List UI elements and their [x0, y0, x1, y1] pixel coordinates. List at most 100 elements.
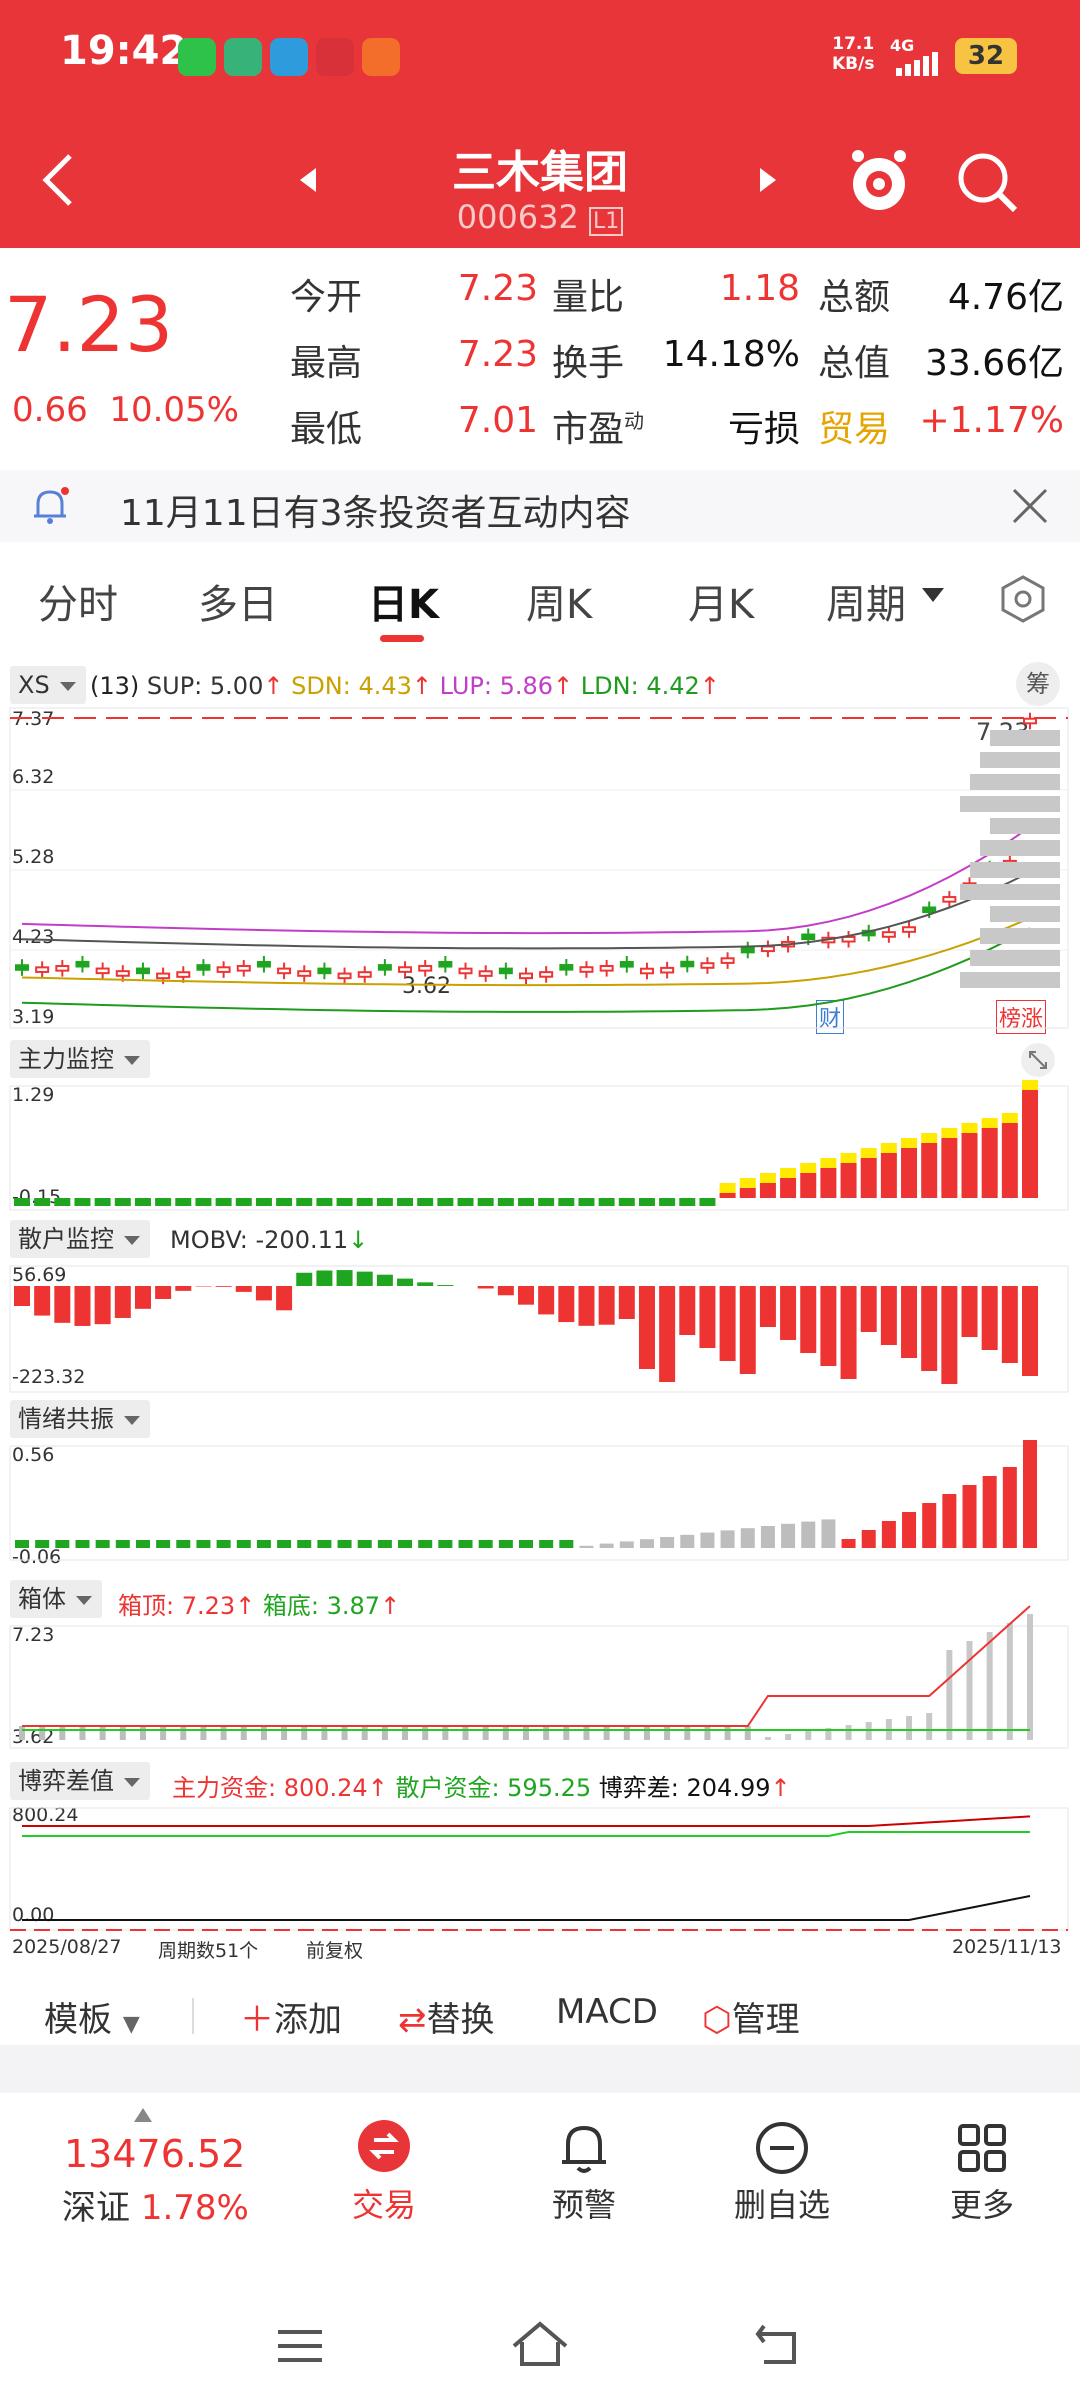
p1-cap	[860, 1148, 877, 1158]
p2-bar	[780, 1286, 797, 1340]
nav-trade[interactable]: 交易	[351, 2186, 416, 2224]
close-icon[interactable]	[1010, 486, 1050, 526]
add-button[interactable]: ＋添加	[240, 2000, 342, 2040]
macd-button[interactable]: MACD	[556, 1992, 658, 2032]
tab-intraday[interactable]: 分时	[38, 582, 118, 628]
tab-weekly-k[interactable]: 周K	[526, 582, 593, 628]
p3-bar	[559, 1540, 574, 1548]
trade-icon[interactable]	[358, 2120, 410, 2172]
p1-bar	[659, 1198, 676, 1206]
home-icon[interactable]	[510, 2320, 570, 2370]
p3-bar	[660, 1537, 675, 1548]
p4-bar	[543, 1726, 550, 1740]
nav-more[interactable]: 更多	[949, 2186, 1014, 2224]
y-tick: -223.32	[12, 1366, 86, 1388]
p4-bar	[361, 1726, 368, 1740]
candle-body	[216, 966, 231, 973]
candle-body	[579, 966, 594, 973]
active-tab-indicator	[380, 635, 424, 642]
p3-bar	[639, 1539, 654, 1548]
p3-bar	[700, 1532, 715, 1548]
manage-button[interactable]: ⬡管理	[702, 2000, 800, 2040]
bell-icon[interactable]	[554, 2118, 614, 2178]
main-fund-line	[22, 1815, 1031, 1827]
back-nav-icon[interactable]	[754, 2322, 804, 2368]
remove-icon[interactable]	[752, 2118, 812, 2178]
tab-monthly-k[interactable]: 月K	[688, 582, 755, 628]
p4-bar	[664, 1726, 671, 1740]
p2-bar	[1022, 1286, 1038, 1376]
p3-bar	[740, 1528, 755, 1548]
p4-bar	[180, 1726, 187, 1740]
next-stock-icon[interactable]	[758, 166, 778, 194]
p3-bar	[297, 1540, 312, 1548]
tab-period[interactable]: 周期	[826, 582, 906, 628]
candle-body	[95, 967, 110, 975]
p4-bar	[59, 1726, 66, 1740]
sentiment-selector[interactable]: 情绪共振	[10, 1400, 150, 1438]
p1-bar	[114, 1198, 131, 1206]
template-button[interactable]: 模板 ▼	[44, 2000, 140, 2040]
p3-bar	[881, 1521, 896, 1548]
p3-bar	[236, 1540, 251, 1548]
industry-change[interactable]: +1.17%	[919, 400, 1064, 441]
p2-bar	[497, 1286, 514, 1296]
p2-bar	[618, 1286, 635, 1320]
p2-bar	[155, 1286, 172, 1299]
y-tick: 1.29	[12, 1084, 55, 1106]
p2-bar	[820, 1286, 837, 1366]
assistant-icon[interactable]	[846, 146, 912, 216]
bell-notice-icon	[34, 487, 69, 524]
index-value[interactable]: 13476.52	[64, 2132, 246, 2176]
telegram-icon	[270, 38, 308, 76]
nav-alert[interactable]: 预警	[551, 2186, 616, 2224]
chip-bar	[960, 884, 1060, 900]
retail-selector[interactable]: 散户监控	[10, 1220, 150, 1258]
chevron-up-icon[interactable]	[134, 2108, 152, 2122]
grid-icon[interactable]	[952, 2118, 1012, 2178]
settings-hex-icon[interactable]	[998, 574, 1048, 624]
nav-remove-watchlist[interactable]: 删自选	[733, 2186, 830, 2224]
back-icon[interactable]	[40, 152, 76, 208]
open-value: 7.23	[457, 268, 538, 309]
chip-bar	[970, 862, 1060, 878]
p1-bar	[457, 1198, 474, 1206]
chip-distribution-button[interactable]: 筹	[1016, 662, 1060, 706]
p4-bar	[623, 1726, 630, 1740]
pe-label: 市盈动	[552, 409, 645, 450]
p1-bar	[941, 1138, 958, 1198]
adjust-mode[interactable]: 前复权	[306, 1940, 364, 1962]
candle-body	[539, 971, 554, 978]
p3-bar	[962, 1485, 977, 1548]
p3-bar	[216, 1540, 231, 1548]
search-icon[interactable]	[955, 150, 1021, 216]
main-indicator-selector[interactable]: XS	[10, 666, 86, 704]
tab-daily-k[interactable]: 日K	[368, 582, 439, 628]
menu-icon[interactable]	[276, 2326, 324, 2366]
p1-bar	[134, 1198, 151, 1206]
p2-bar	[719, 1286, 736, 1361]
replace-button[interactable]: ⇄替换	[398, 2000, 495, 2040]
chip-bar	[970, 950, 1060, 966]
tab-multiday[interactable]: 多日	[198, 582, 278, 628]
box-selector[interactable]: 箱体	[10, 1580, 102, 1618]
expand-icon[interactable]	[1020, 1042, 1056, 1078]
p3-bar	[579, 1545, 594, 1548]
period-count: 周期数51个	[158, 1940, 259, 1962]
candle-body	[801, 933, 816, 941]
finance-tag[interactable]: 财	[816, 1000, 845, 1034]
stock-title: 三木集团	[452, 147, 628, 198]
prev-stock-icon[interactable]	[298, 166, 318, 194]
p1-bar	[638, 1198, 655, 1206]
p3-bar	[357, 1540, 372, 1548]
p2-bar	[800, 1286, 817, 1353]
index-name[interactable]: 深证 1.78%	[62, 2188, 249, 2228]
box-values: 箱顶: 7.23↑ 箱底: 3.87↑	[118, 1592, 401, 1620]
industry-label[interactable]: 贸易	[818, 409, 891, 450]
p3-bar	[75, 1540, 90, 1548]
notice-bar[interactable]: 11月11日有3条投资者互动内容	[0, 470, 1080, 542]
game-diff-selector[interactable]: 博弈差值	[10, 1762, 150, 1800]
p1-bar	[860, 1158, 877, 1198]
chip-bar	[990, 818, 1060, 834]
main-force-selector[interactable]: 主力监控	[10, 1040, 150, 1078]
